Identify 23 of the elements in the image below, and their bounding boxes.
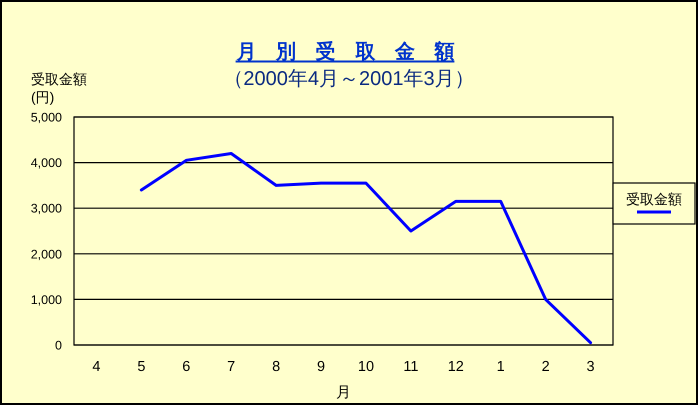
x-tick-label: 2 (542, 359, 550, 375)
x-tick-label: 8 (272, 359, 280, 375)
x-axis-title: 月 (336, 384, 351, 401)
x-tick-label: 4 (92, 359, 100, 375)
x-tick-label: 5 (137, 359, 146, 375)
y-tick-label: 2,000 (30, 247, 62, 262)
y-tick-label: 0 (55, 338, 62, 352)
x-tick-label: 1 (496, 359, 505, 375)
x-tick-label: 11 (403, 359, 418, 375)
x-tick-label: 6 (182, 359, 190, 375)
legend: 受取金額 (612, 182, 696, 225)
y-tick-label: 1,000 (30, 292, 62, 307)
chart-title: 月 別 受 取 金 額 (236, 41, 462, 63)
x-tick-label: 7 (227, 359, 236, 375)
y-axis-title: 受取金額 (円) (31, 71, 87, 105)
x-tick-label: 10 (358, 359, 374, 375)
y-tick-label: 4,000 (30, 156, 62, 170)
x-tick-label: 9 (317, 359, 326, 375)
y-tick-label: 3,000 (30, 202, 62, 216)
chart-subtitle: （2000年4月～2001年3月） (223, 68, 475, 90)
y-tick-label: 5,000 (30, 110, 62, 124)
x-tick-label: 3 (586, 359, 595, 375)
x-tick-label: 12 (448, 359, 464, 375)
